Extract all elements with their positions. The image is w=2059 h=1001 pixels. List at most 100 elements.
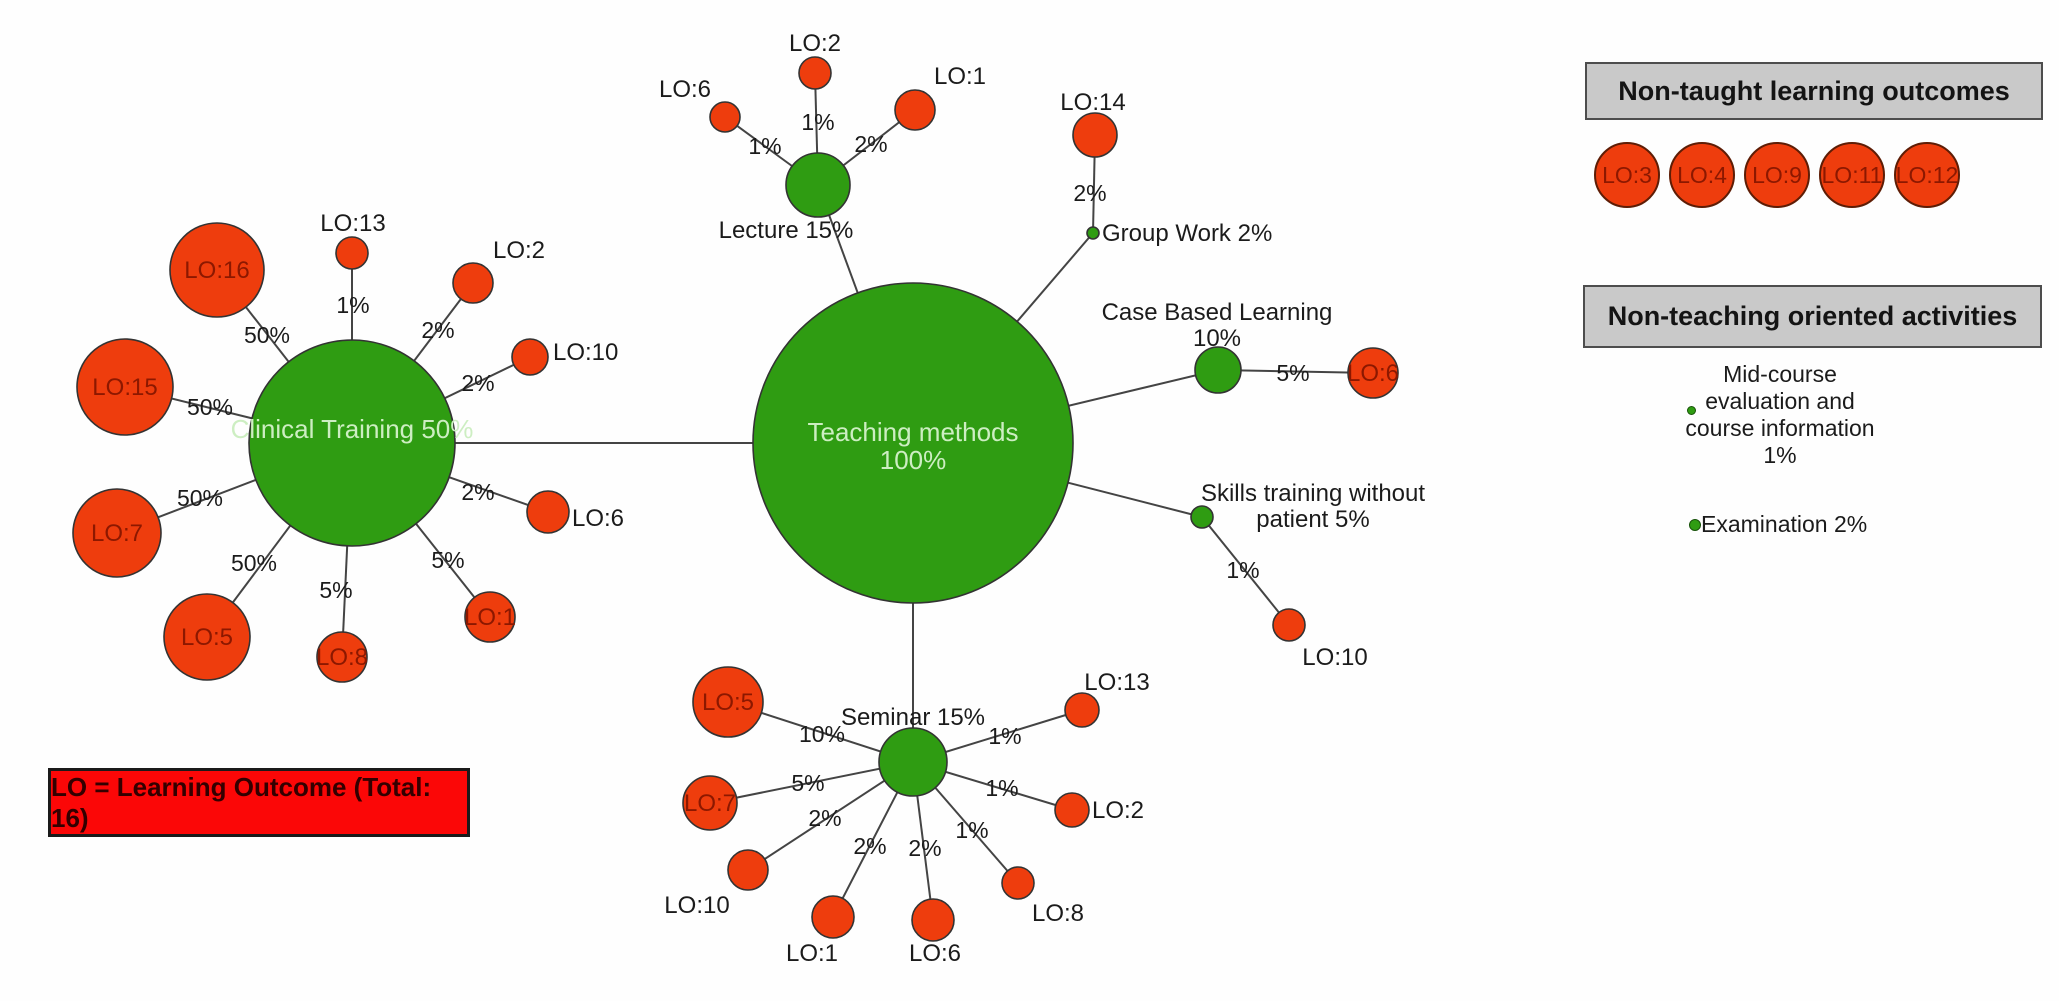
- node-cbl-lo6-label: LO:6: [1347, 360, 1399, 387]
- node-cbl-label: Case Based Learning 10%: [1102, 299, 1333, 352]
- node-sk-lo10-label: LO:10: [1302, 644, 1367, 671]
- node-teaching-label: Teaching methods 100%: [807, 417, 1018, 475]
- node-ct-lo13: [335, 236, 369, 270]
- node-seminar-label: Seminar 15%: [841, 704, 985, 731]
- edge-seminar-sem-lo7-label: 5%: [791, 770, 824, 796]
- edge-clinical-ct-lo16-label: 50%: [244, 322, 290, 348]
- node-ct-lo8-label: LO:8: [316, 644, 368, 671]
- node-lecture-label: Lecture 15%: [719, 217, 854, 244]
- node-sk-lo10: [1272, 608, 1306, 642]
- edge-seminar-sem-lo2-label: 1%: [985, 775, 1018, 801]
- node-ct-lo10-label: LO:10: [553, 339, 618, 366]
- node-lec-lo1-label: LO:1: [934, 63, 986, 90]
- node-skills: [1190, 505, 1214, 529]
- node-lec-lo6-label: LO:6: [659, 76, 711, 103]
- node-gw-lo14-label: LO:14: [1060, 89, 1125, 116]
- node-ct-lo1: [464, 591, 516, 643]
- node-sem-lo10: [727, 849, 769, 891]
- edge-cbl-cbl-lo6: [1217, 369, 1374, 374]
- edge-seminar-sem-lo8-label: 1%: [955, 817, 988, 843]
- non-taught-panel-title: Non-taught learning outcomes: [1618, 75, 2010, 106]
- non-taught-outcome-lo3: LO:3: [1594, 142, 1660, 208]
- node-ct-lo13-label: LO:13: [320, 210, 385, 237]
- edge-clinical-ct-lo15-label: 50%: [187, 394, 233, 420]
- edge-seminar-sem-lo5-label: 10%: [799, 721, 845, 747]
- mid-course-evaluation-label: Mid-course evaluation and course informa…: [1685, 361, 1875, 468]
- edge-skills-sk-lo10-label: 1%: [1226, 557, 1259, 583]
- edge-clinical-ct-lo6-label: 2%: [461, 479, 494, 505]
- node-ct-lo2: [452, 262, 494, 304]
- node-gw-lo14: [1072, 112, 1118, 158]
- node-sem-lo5-label: LO:5: [702, 689, 754, 716]
- edge-clinical-ct-lo2-label: 2%: [421, 317, 454, 343]
- edge-clinical-ct-lo5-label: 50%: [231, 550, 277, 576]
- node-sem-lo8: [1001, 866, 1035, 900]
- node-ct-lo7: [72, 488, 162, 578]
- non-taught-outcome-lo11: LO:11: [1819, 142, 1885, 208]
- node-ct-lo8: [316, 631, 368, 683]
- edge-cbl-cbl-lo6-label: 5%: [1276, 360, 1309, 386]
- node-ct-lo5-label: LO:5: [181, 624, 233, 651]
- non-taught-outcomes-row: LO:3 LO:4 LO:9 LO:11 LO:12: [1594, 142, 1960, 208]
- node-sem-lo10-label: LO:10: [664, 892, 729, 919]
- node-clinical: [248, 339, 456, 547]
- node-cbl: [1194, 346, 1242, 394]
- legend-box: LO = Learning Outcome (Total: 16): [48, 768, 470, 837]
- edge-lecture-lec-lo1-label: 2%: [854, 131, 887, 157]
- edge-seminar-sem-lo10-label: 2%: [808, 805, 841, 831]
- node-sem-lo1: [811, 895, 855, 939]
- node-skills-label: Skills training without patient 5%: [1201, 480, 1425, 533]
- node-sem-lo7: [682, 775, 738, 831]
- node-ct-lo15: [76, 338, 174, 436]
- edge-clinical-ct-lo7-label: 50%: [177, 485, 223, 511]
- node-ct-lo10: [511, 338, 549, 376]
- edge-clinical-ct-lo8-label: 5%: [319, 577, 352, 603]
- node-sem-lo5: [692, 666, 764, 738]
- edge-clinical-ct-lo13-label: 1%: [336, 292, 369, 318]
- non-taught-outcome-lo12: LO:12: [1894, 142, 1960, 208]
- node-sem-lo8-label: LO:8: [1032, 900, 1084, 927]
- node-ct-lo6: [526, 490, 570, 534]
- node-ct-lo1-label: LO:1: [464, 604, 516, 631]
- node-sem-lo1-label: LO:1: [786, 940, 838, 967]
- node-ct-lo2-label: LO:2: [493, 237, 545, 264]
- node-lecture: [785, 152, 851, 218]
- non-teaching-panel-header: Non-teaching oriented activities: [1583, 285, 2042, 348]
- non-teaching-panel-title: Non-teaching oriented activities: [1607, 301, 2018, 331]
- edge-seminar-sem-lo6-label: 2%: [908, 835, 941, 861]
- node-sem-lo2-label: LO:2: [1092, 797, 1144, 824]
- edge-clinical-ct-lo10-label: 2%: [461, 370, 494, 396]
- node-clinical-label: Clinical Training 50%: [231, 414, 474, 444]
- edge-lecture-lec-lo6-label: 1%: [748, 133, 781, 159]
- legend-label: LO = Learning Outcome (Total: 16): [51, 771, 432, 833]
- node-sem-lo2: [1054, 792, 1090, 828]
- node-ct-lo6-label: LO:6: [572, 505, 624, 532]
- examination-dot-icon: [1689, 519, 1701, 531]
- node-ct-lo5: [163, 593, 251, 681]
- node-groupwork-label: Group Work 2%: [1102, 220, 1272, 247]
- edge-seminar-sem-lo1-label: 2%: [853, 833, 886, 859]
- edge-groupwork-gw-lo14-label: 2%: [1073, 180, 1106, 206]
- non-taught-outcome-lo4: LO:4: [1669, 142, 1735, 208]
- node-lec-lo1: [894, 89, 936, 131]
- mid-course-dot-icon: [1687, 406, 1696, 415]
- node-sem-lo6: [911, 898, 955, 942]
- node-seminar: [878, 727, 948, 797]
- node-teaching: [752, 282, 1074, 604]
- node-sem-lo13: [1064, 692, 1100, 728]
- node-lec-lo2: [798, 56, 832, 90]
- edge-lecture-lec-lo2-label: 1%: [801, 109, 834, 135]
- node-ct-lo7-label: LO:7: [91, 520, 143, 547]
- node-sem-lo13-label: LO:13: [1084, 669, 1149, 696]
- node-lec-lo2-label: LO:2: [789, 30, 841, 57]
- edge-skills-sk-lo10: [1201, 516, 1290, 626]
- node-sem-lo7-label: LO:7: [684, 790, 736, 817]
- non-taught-panel-header: Non-taught learning outcomes: [1585, 62, 2043, 120]
- non-taught-outcome-lo9: LO:9: [1744, 142, 1810, 208]
- node-lec-lo6: [709, 101, 741, 133]
- node-groupwork: [1086, 226, 1100, 240]
- edge-seminar-sem-lo13-label: 1%: [988, 723, 1021, 749]
- node-ct-lo16-label: LO:16: [184, 257, 249, 284]
- node-sem-lo6-label: LO:6: [909, 940, 961, 967]
